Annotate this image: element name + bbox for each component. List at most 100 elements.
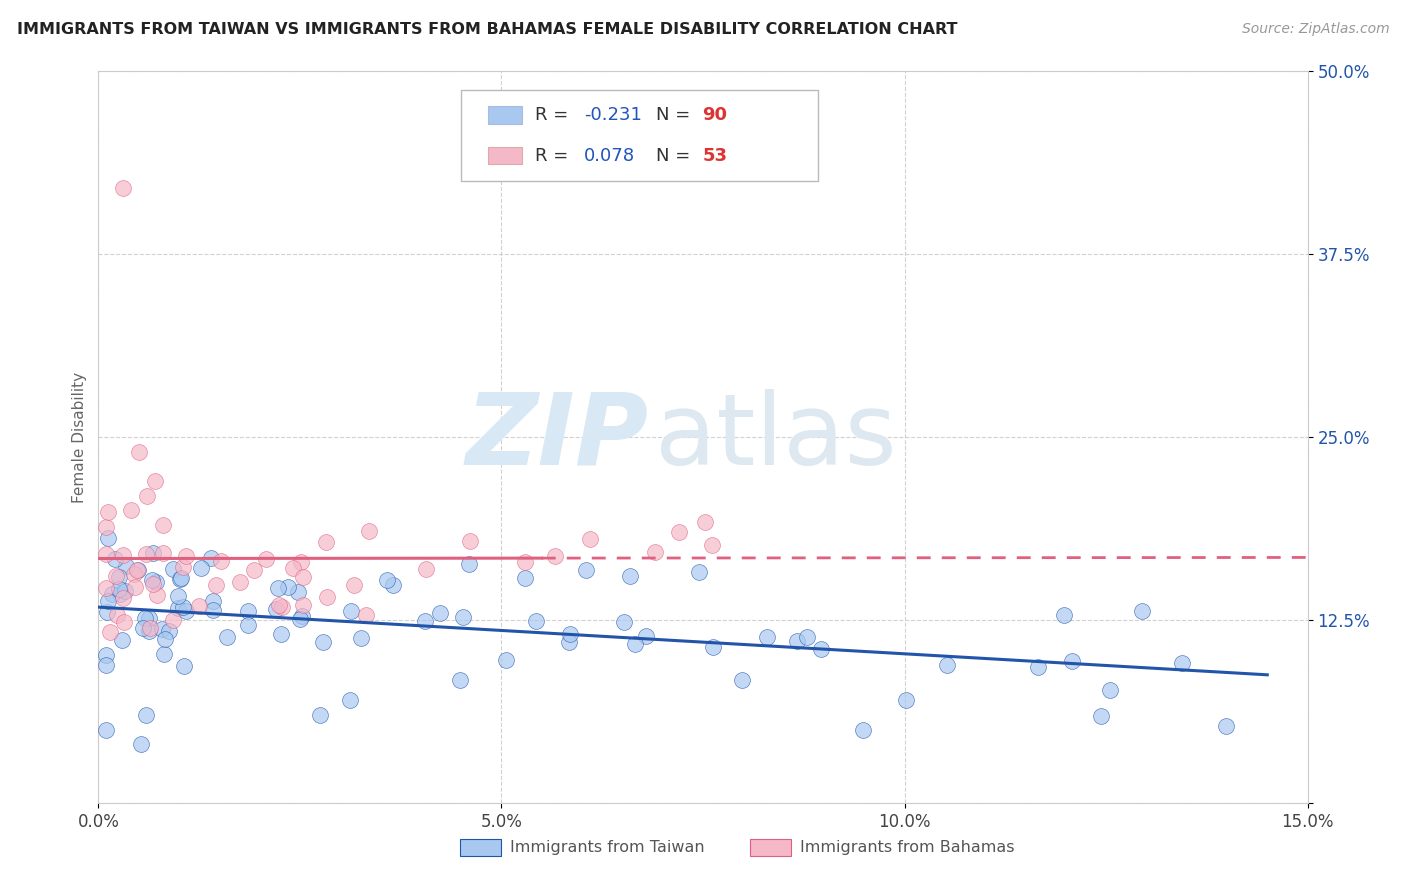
Point (524, 614, 547, 628)
Point (169, 572, 191, 586)
Point (96, 505, 118, 519)
Point (236, 604, 259, 618)
Point (173, 659, 195, 673)
Point (238, 618, 260, 632)
Point (688, 565, 710, 579)
Point (128, 444, 150, 458)
Point (105, 569, 128, 583)
Point (172, 560, 194, 574)
Text: 0.078: 0.078 (583, 146, 636, 165)
Text: 53: 53 (702, 146, 727, 165)
Text: N =: N = (657, 146, 696, 165)
Point (97, 594, 120, 608)
Text: ZIP: ZIP (465, 389, 648, 485)
Point (124, 580, 146, 594)
Point (270, 627, 292, 641)
Point (619, 569, 641, 583)
Point (96, 581, 118, 595)
Point (281, 561, 304, 575)
Point (267, 599, 290, 613)
Point (290, 555, 312, 569)
Point (138, 611, 160, 625)
Point (135, 489, 157, 503)
Point (138, 621, 160, 635)
Point (202, 603, 225, 617)
Point (120, 503, 142, 517)
Text: IMMIGRANTS FROM TAIWAN VS IMMIGRANTS FROM BAHAMAS FEMALE DISABILITY CORRELATION : IMMIGRANTS FROM TAIWAN VS IMMIGRANTS FRO… (17, 22, 957, 37)
Point (644, 545, 666, 559)
Point (693, 515, 716, 529)
Point (623, 637, 645, 651)
Text: N =: N = (657, 106, 696, 124)
Point (209, 554, 232, 568)
Point (112, 548, 135, 562)
Point (112, 615, 135, 629)
Point (377, 573, 399, 587)
Point (111, 632, 134, 647)
Point (157, 624, 180, 639)
Point (702, 640, 724, 654)
FancyBboxPatch shape (488, 147, 522, 164)
Text: 90: 90 (702, 106, 727, 124)
Point (312, 635, 335, 649)
Point (100, 587, 122, 601)
Point (190, 561, 212, 575)
Point (354, 608, 377, 623)
Point (135, 708, 157, 723)
Point (277, 580, 299, 594)
Point (786, 634, 808, 648)
Point (935, 658, 957, 673)
Point (731, 673, 754, 688)
Point (187, 599, 209, 613)
Point (357, 524, 380, 538)
Point (513, 555, 536, 569)
Point (382, 578, 405, 592)
Point (1215, 719, 1237, 733)
Text: -0.231: -0.231 (583, 106, 641, 124)
Text: Immigrants from Taiwan: Immigrants from Taiwan (509, 840, 704, 855)
Point (114, 583, 136, 598)
Point (1026, 660, 1049, 674)
Point (174, 549, 197, 564)
Point (138, 624, 160, 639)
Point (129, 737, 152, 751)
Point (172, 599, 194, 614)
Point (162, 562, 184, 576)
Point (96, 605, 118, 619)
Point (560, 627, 582, 641)
Point (315, 535, 337, 549)
Point (142, 546, 165, 560)
Point (162, 613, 184, 627)
Point (453, 610, 475, 624)
Point (579, 532, 602, 546)
Point (1053, 607, 1076, 622)
Point (135, 547, 157, 561)
Point (111, 591, 134, 606)
Point (134, 611, 156, 625)
Point (105, 608, 128, 623)
Point (200, 551, 222, 566)
Point (115, 558, 138, 573)
Point (267, 581, 290, 595)
Point (756, 630, 779, 644)
Point (108, 587, 131, 601)
Point (852, 723, 875, 737)
Point (316, 590, 339, 604)
Point (143, 474, 166, 488)
Point (111, 181, 134, 195)
Point (810, 641, 832, 656)
Point (271, 600, 294, 615)
Point (1090, 709, 1112, 723)
Point (544, 549, 567, 563)
Point (292, 570, 315, 584)
Point (152, 546, 174, 560)
Point (108, 582, 131, 597)
Point (125, 563, 148, 577)
FancyBboxPatch shape (461, 90, 818, 181)
Point (1130, 604, 1153, 618)
Point (127, 563, 149, 577)
Text: Immigrants from Bahamas: Immigrants from Bahamas (800, 840, 1014, 855)
Point (343, 578, 366, 592)
Text: atlas: atlas (655, 389, 896, 485)
Point (612, 615, 634, 629)
